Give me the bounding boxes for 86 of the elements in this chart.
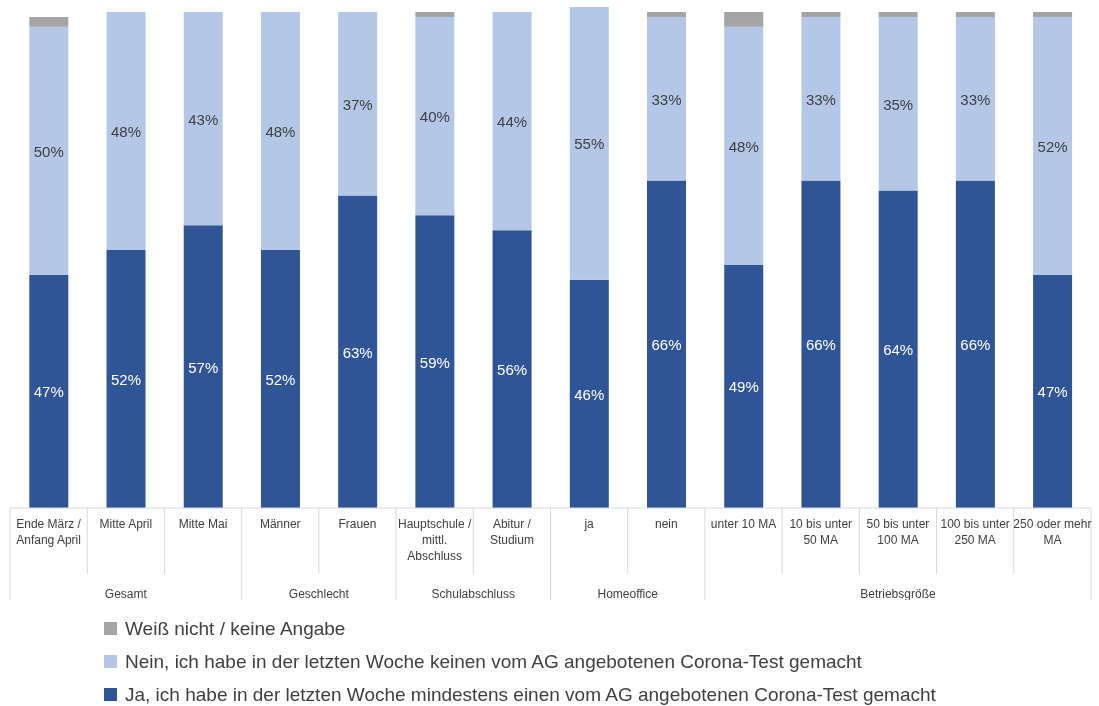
bar	[492, 11, 532, 231]
bar	[415, 16, 455, 216]
data-label: 48%	[265, 123, 296, 141]
bar	[955, 16, 995, 181]
data-label: 33%	[651, 90, 682, 108]
data-label: 50%	[33, 142, 64, 160]
data-label: 66%	[805, 336, 836, 354]
x-tick-label: Mitte April	[99, 517, 153, 531]
data-label: 44%	[497, 113, 528, 131]
data-label: 48%	[728, 137, 759, 155]
x-tick-label: Abitur / Studium	[489, 517, 534, 547]
data-label: 59%	[419, 353, 450, 371]
bar	[338, 195, 378, 508]
bar	[955, 180, 995, 508]
bar	[1033, 274, 1073, 508]
bar	[29, 26, 69, 275]
bar	[29, 274, 69, 508]
legend-label: Nein, ich habe in der letzten Woche keinen vom AG angebotenen Corona-Test gemacht	[125, 650, 862, 673]
data-label: 43%	[188, 110, 219, 128]
legend-label: Weiß nicht / keine Angabe	[125, 617, 346, 640]
data-label: 66%	[651, 336, 682, 354]
x-tick-label: Mitte Mai	[178, 517, 228, 531]
data-label: 47%	[33, 383, 64, 401]
bar	[569, 7, 609, 280]
data-label: 33%	[805, 90, 836, 108]
bar	[106, 250, 146, 508]
bar	[647, 16, 687, 181]
bar	[724, 26, 764, 265]
data-label: 56%	[497, 361, 528, 379]
x-tick-label: 10 bis unter 50 MA	[789, 517, 853, 547]
bar	[106, 11, 146, 251]
text: Homeoffice	[597, 587, 659, 601]
x-tick-label: unter 10 MA	[710, 517, 777, 531]
x-tick-label: ja	[583, 517, 595, 531]
data-label: 64%	[883, 341, 914, 359]
data-label: 46%	[574, 385, 605, 403]
data-label: 49%	[728, 378, 759, 396]
bar	[724, 11, 764, 27]
data-label: 63%	[342, 343, 373, 361]
data-label: 57%	[188, 358, 219, 376]
bar	[183, 11, 223, 226]
bar	[183, 225, 223, 508]
text: Gesamt	[104, 587, 148, 601]
bar	[569, 279, 609, 508]
text: Schulabschluss	[431, 587, 515, 601]
bar	[338, 11, 378, 196]
data-label: 55%	[574, 135, 605, 153]
bar	[878, 11, 918, 17]
bar	[878, 190, 918, 508]
bar	[1033, 11, 1073, 17]
bar	[415, 11, 455, 17]
x-tick-label: Hauptschule / mittl. Abschluss	[397, 517, 473, 563]
bar	[801, 16, 841, 181]
data-label: 40%	[419, 108, 450, 126]
data-label: 47%	[1037, 383, 1068, 401]
data-label: 48%	[111, 123, 142, 141]
bar	[260, 11, 300, 251]
x-tick-label: 50 bis unter 100 MA	[866, 517, 930, 547]
bar	[492, 230, 532, 508]
data-label: 52%	[111, 371, 142, 389]
x-tick-label: Ende März / Anfang April	[16, 517, 82, 547]
bar	[415, 215, 455, 508]
bar	[955, 11, 995, 17]
text: Geschlecht	[288, 587, 350, 601]
bar	[260, 250, 300, 508]
bar	[878, 16, 918, 191]
data-label: 52%	[1037, 137, 1068, 155]
bar	[1033, 16, 1073, 275]
bar	[801, 11, 841, 17]
data-label: 52%	[265, 371, 296, 389]
bar	[29, 16, 69, 27]
x-tick-label: nein	[654, 517, 678, 531]
text: Betriebsgröße	[860, 587, 936, 601]
x-tick-label: Frauen	[338, 517, 377, 531]
data-label: 66%	[960, 336, 991, 354]
x-tick-label: 250 oder mehr MA	[1013, 517, 1092, 547]
bar	[647, 180, 687, 508]
bar	[724, 264, 764, 508]
data-label: 35%	[883, 95, 914, 113]
data-label: 37%	[342, 95, 373, 113]
bar	[801, 180, 841, 508]
data-label: 33%	[960, 90, 991, 108]
x-tick-label: 100 bis unter 250 MA	[940, 517, 1010, 547]
x-tick-label: Männer	[259, 517, 301, 531]
legend-label: Ja, ich habe in der letzten Woche mindestens einen vom AG angebotenen Corona-Test gemacht	[125, 683, 936, 706]
bar	[647, 11, 687, 17]
